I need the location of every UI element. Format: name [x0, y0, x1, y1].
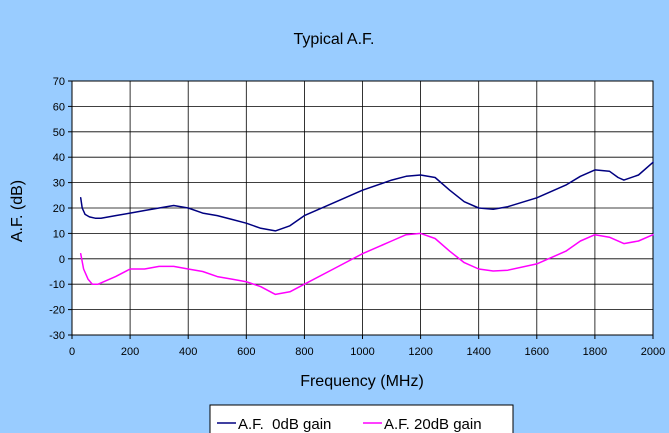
legend-label-series-2: A.F. 20dB gain	[384, 416, 482, 433]
x-tick-label: 200	[121, 346, 139, 358]
legend-box	[209, 404, 514, 433]
x-tick-label: 1000	[350, 346, 374, 358]
y-tick-label: 40	[53, 152, 65, 164]
y-tick-label: -30	[49, 330, 65, 342]
y-tick-label: 60	[53, 101, 65, 113]
x-tick-label: 400	[179, 346, 197, 358]
x-tick-label: 2000	[641, 346, 665, 358]
x-tick-label: 1200	[408, 346, 432, 358]
x-tick-label: 800	[295, 346, 313, 358]
legend-label-series-1: A.F. 0dB gain	[238, 416, 331, 433]
x-tick-label: 600	[237, 346, 255, 358]
chart-title: Typical A.F.	[294, 31, 375, 48]
x-axis-ticks: 0 200 400 600 800 1000 1200 1400 1600 1800 2000	[69, 335, 665, 358]
y-axis-title: A.F. (dB)	[9, 180, 26, 242]
y-tick-label: 20	[53, 203, 65, 215]
x-tick-label: 1400	[466, 346, 490, 358]
y-tick-label: -20	[49, 305, 65, 317]
series-group	[79, 161, 654, 296]
y-tick-label: 50	[53, 127, 65, 139]
y-axis-ticks: -30 -20 -10 0 10 20 30 40 50 60 70	[49, 76, 72, 342]
x-tick-label: 1600	[525, 346, 549, 358]
x-tick-label: 1800	[583, 346, 607, 358]
y-tick-label: 0	[59, 254, 65, 266]
x-tick-label: 0	[69, 346, 75, 358]
y-tick-label: 70	[53, 76, 65, 88]
y-tick-label: 30	[53, 178, 65, 190]
y-tick-label: 10	[53, 228, 65, 240]
legend: A.F. 0dB gain A.F. 20dB gain	[209, 404, 514, 433]
series-line-1	[79, 161, 654, 232]
y-tick-label: -10	[49, 279, 65, 291]
x-axis-title: Frequency (MHz)	[300, 373, 424, 390]
series-line-2	[79, 232, 654, 296]
